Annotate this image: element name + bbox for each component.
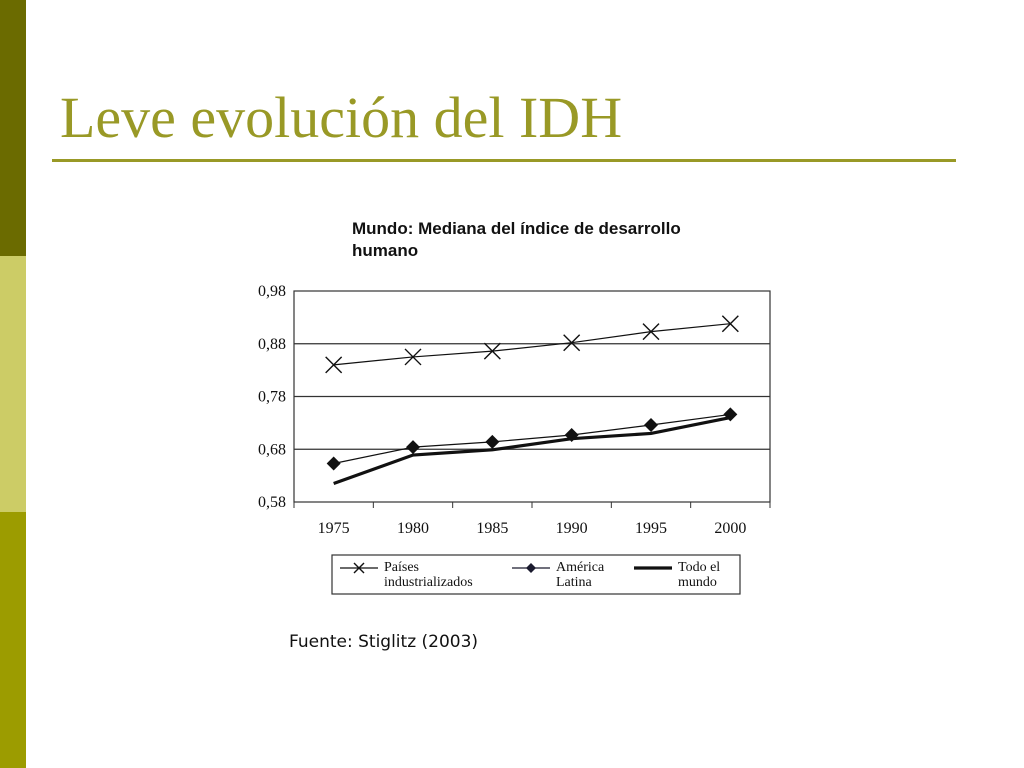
slide-title: Leve evolución del IDH <box>60 85 623 150</box>
data-point-x-marker <box>721 315 739 333</box>
chart-title-line: humano <box>352 241 418 260</box>
x-tick-label: 1975 <box>318 520 350 537</box>
data-point-x-marker <box>483 342 501 360</box>
legend-box <box>331 554 741 595</box>
x-tick-label: 2000 <box>714 520 746 537</box>
legend-label: industrializados <box>384 575 473 590</box>
source-note: Fuente: Stiglitz (2003) <box>289 632 479 652</box>
idh-line-chart: Mundo: Mediana del índice de desarrollo h… <box>258 219 771 595</box>
y-tick-label: 0,68 <box>258 441 286 458</box>
title-underline <box>52 159 956 162</box>
legend-label: mundo <box>678 575 717 590</box>
x-tick-label: 1990 <box>556 520 588 537</box>
y-tick-label: 0,98 <box>258 283 286 300</box>
chart-title-line: Mundo: Mediana del índice de desarrollo <box>352 219 681 238</box>
y-tick-label: 0,58 <box>258 494 286 511</box>
data-point-x-marker <box>404 348 422 366</box>
legend-label: Latina <box>556 575 593 590</box>
series-line-2 <box>333 416 731 486</box>
legend-x-marker <box>353 562 365 574</box>
y-tick-label: 0,78 <box>258 389 286 406</box>
series-line-0 <box>333 323 731 366</box>
legend-label: Todo el <box>678 560 720 575</box>
x-tick-label: 1980 <box>397 520 429 537</box>
legend-diamond-marker <box>526 563 536 573</box>
data-point-diamond-marker <box>485 434 500 449</box>
x-tick-label: 1995 <box>635 520 667 537</box>
legend-label: América <box>556 560 605 575</box>
accent-bar-top <box>0 0 26 256</box>
data-point-x-marker <box>325 356 343 374</box>
data-point-x-marker <box>642 323 660 341</box>
accent-bar-bottom <box>0 512 26 768</box>
x-tick-label: 1985 <box>476 520 508 537</box>
legend-label: Países <box>384 560 419 575</box>
data-point-diamond-marker <box>326 456 341 471</box>
data-point-diamond-marker <box>644 417 658 432</box>
data-point-diamond-marker <box>406 440 420 455</box>
data-point-x-marker <box>563 334 581 352</box>
accent-bar-middle <box>0 256 26 512</box>
series-line-1 <box>333 413 731 465</box>
y-tick-label: 0,88 <box>258 336 286 353</box>
